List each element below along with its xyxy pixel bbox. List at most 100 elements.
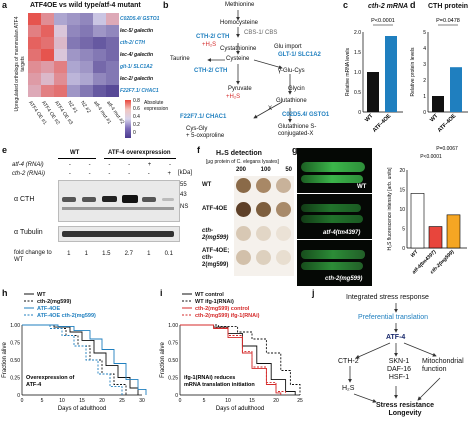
heatmap-scale-ticks: 0.8 0.6 0.4 0.2 0 [133,98,143,138]
sign: - [147,171,150,177]
panel-letter-j: j [312,288,315,298]
heatmap-cell [41,73,54,85]
heatmap-cell [28,13,41,25]
panel-letter-i: i [160,288,163,298]
panel-letter-g: g [292,145,298,155]
node-gs-conjugate: Glutathione S-conjugated-X [278,124,317,137]
cth2-rnai-label: cth-2 (RNAi) [12,171,46,177]
survival-chart-atf4: 0 0.25 0.50 0.75 1.00 0 5 10 15 20 25 30 Days of adu… [2,292,147,412]
model-h2s: H₂S [342,385,355,392]
legend-label: ATF-4OE cth-2(mg599) [37,313,96,319]
node-cth2-mid: CTH-2/ CTH [194,68,228,74]
bar [428,226,443,249]
heatmap-grid [28,13,119,97]
node-f22f7: F22F7.1/ CHAC1 [180,114,227,120]
annotation: ifg-1(RNAi) reduces [184,375,235,381]
heatmap-cell [67,37,80,49]
worm-label-cth2: cth-2(mg599) [325,276,363,282]
node-cth2-top: CTH-2/ CTH [196,34,230,40]
western-blot: WT ATF-4 overexpression atf-4 (RNAi) cth… [0,148,195,283]
heatmap-row-label: cth-2/ CTH [120,40,145,46]
marker-43: 43 [180,192,187,198]
heatmap-row-labels: C02D5.4/ GSTO1 lec-5/ galectin cth-2/ CTH l… [120,13,160,97]
heatmap-cell [93,13,106,25]
heatmap-cell [54,61,67,73]
y-axis-label: Fraction alive [2,342,8,378]
survival-curve [180,324,296,395]
node-cbs: CBS-1/ CBS [244,30,278,36]
y-axis-label: Fraction alive [160,342,166,378]
node-cysgly: Cys-Gly [186,126,208,132]
h2s-dot-array [234,176,294,276]
heatmap-scale-title: Absolute expression [144,100,169,112]
survival-curve [180,324,287,395]
x-tick-label: 5 [41,398,44,404]
y-tick-label: 0 [17,393,20,399]
heatmap-cell [67,73,80,85]
model-stress-longevity: Stress resistance Longevity [376,402,434,417]
heatmap-cell [80,49,93,61]
y-tick-label: 0.50 [168,358,178,364]
heatmap-row-label: F22F7.1/ CHAC1 [120,88,159,94]
fold-value: 1 [67,251,71,257]
sign: - [108,162,111,168]
y-tick-label: 5 [423,30,426,36]
heatmap-cell [80,13,93,25]
heatmap-cell [93,49,106,61]
heatmap-ylabel: Upregulated orthologs of mammalian ATF4 … [14,16,26,112]
y-tick-label: 0 [423,110,426,116]
concentration-labels: 200 100 50 [236,167,292,174]
heatmap-cell [106,61,119,73]
heatmap-cell [28,61,41,73]
y-axis-label: H₂S fluorescence intensity [arb. units] [387,167,393,251]
heatmap-col-label: N2 #1 [66,100,79,115]
atf4-rnai-signs: - - - - + - [60,162,180,169]
y-tick-label: 5 [402,227,405,233]
heatmap-cell [67,49,80,61]
scale-tick: 0.8 [133,98,140,104]
cth2-rnai-signs: - - - - - + [60,171,180,178]
model-skn1-daf16-hsf1: SKN-1 DAF-16 HSF-1 [386,358,412,381]
bar [367,72,379,112]
x-tick-label: 10 [59,398,65,404]
panel-letter-c: c [343,0,349,10]
heatmap-cell [80,61,93,73]
panel-letter-e: e [2,145,8,155]
legend-label: WT [37,292,46,298]
heatmap-cell [41,25,54,37]
mrna-bar-chart: 0 0.5 1.0 1.5 2.0 Relative mRNA levels P<0.000… [345,18,403,134]
node-cystathionine: Cystathionine [220,46,257,52]
y-tick-label: 3 [423,62,426,68]
p-value-1: P<0.0001 [420,154,442,160]
heatmap-cell [28,49,41,61]
row-atf4oe-cth2: ATF-4OE; cth-2(mg599) [202,248,230,268]
model-arrows [348,303,441,403]
sign: - [128,171,131,177]
heatmap-cell [93,37,106,49]
y-tick-label: 0 [358,110,361,116]
h2s-detection-panel: H₂S detection [μg protein of C. elegans … [200,148,294,283]
conc-label: 200 [236,167,247,173]
y-tick-label: 2.0 [354,30,361,36]
x-tick-label: WT [429,113,440,124]
node-h2s-top: +H₂S [202,42,217,48]
y-tick-label: 10 [399,207,405,213]
y-tick-label: 1 [423,94,426,100]
blot-wt-line [58,158,96,159]
legend-label: WT ifg-1(RNAi) [195,299,234,305]
model-diagram: Integrated stress response Preferential … [318,290,474,423]
legend-label: ATF-4OE [37,306,60,312]
sign: + [167,171,172,177]
heatmap-title: ATF4OE vs wild type/atf-4 mutant [30,2,141,9]
sign: - [169,162,172,168]
bar [432,96,444,112]
fold-value: 0.1 [164,251,173,257]
y-axis-label: Relative protein levels [410,47,416,96]
marker-55: 55 [180,182,187,188]
model-preferential-translation: Preferential translation [358,314,429,321]
fold-value: 2.7 [124,251,133,257]
y-tick-label: 1.5 [354,50,361,56]
x-tick-label: 15 [79,398,85,404]
heatmap-cell [67,61,80,73]
model-cth2: CTH-2 [338,358,359,365]
